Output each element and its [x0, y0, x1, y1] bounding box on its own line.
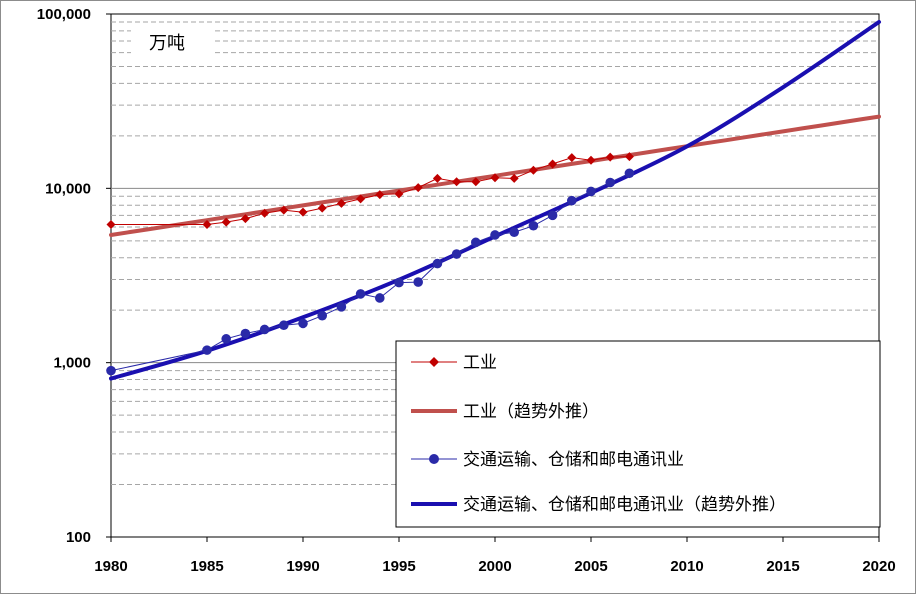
data-point-diamond — [413, 183, 423, 193]
legend-label-transport: 交通运输、仓储和邮电通讯业 — [463, 450, 684, 470]
data-point-circle — [221, 334, 231, 344]
data-point-diamond — [106, 220, 116, 230]
data-point-circle — [202, 345, 212, 355]
x-tick-label: 2020 — [862, 558, 895, 575]
legend-box — [395, 340, 881, 528]
data-point-circle — [490, 230, 500, 240]
data-point-diamond — [605, 152, 615, 162]
legend-diamond-icon — [429, 357, 439, 367]
data-point-circle — [279, 320, 289, 331]
x-axis-ticks: 1980 1985 1990 1995 2000 2005 2010 2015 2020 — [94, 537, 896, 575]
legend: 工业 工业（趋势外推） 交通运输、仓储和邮电通讯业 交通运输、仓储和邮电通讯业（… — [395, 340, 881, 528]
x-tick-label: 1990 — [286, 558, 319, 575]
unit-label-bg — [131, 23, 215, 59]
data-point-circle — [298, 318, 308, 329]
data-point-diamond — [279, 205, 289, 215]
data-point-circle — [567, 195, 577, 206]
x-tick-label: 2005 — [574, 558, 607, 575]
y-axis-ticks: 100 1,000 10,000 100,000 — [37, 6, 111, 546]
data-point-circle — [336, 302, 347, 312]
data-point-circle — [240, 328, 251, 339]
data-point-circle — [624, 168, 635, 179]
data-point-diamond — [509, 173, 519, 183]
x-tick-label: 1985 — [190, 558, 223, 575]
legend-label-transport-trend: 交通运输、仓储和邮电通讯业（趋势外推） — [463, 495, 786, 515]
data-series — [106, 152, 635, 376]
x-tick-label: 2010 — [670, 558, 703, 575]
data-point-diamond — [317, 203, 327, 213]
data-point-circle — [547, 210, 558, 221]
data-point-diamond — [586, 155, 596, 165]
x-tick-label: 2015 — [766, 558, 799, 575]
data-point-circle — [394, 277, 404, 288]
data-point-diamond — [432, 173, 442, 183]
data-point-circle — [586, 186, 596, 197]
data-point-circle — [509, 227, 519, 238]
data-point-circle — [471, 237, 481, 248]
data-point-diamond — [490, 173, 500, 183]
data-point-diamond — [528, 165, 538, 175]
data-point-diamond — [375, 190, 385, 200]
y-tick-label: 100,000 — [37, 6, 91, 23]
y-tick-label: 100 — [66, 529, 91, 546]
data-point-diamond — [548, 159, 558, 169]
y-tick-label: 10,000 — [45, 180, 91, 197]
data-point-circle — [355, 289, 366, 299]
legend-circle-icon — [429, 454, 439, 464]
data-point-circle — [375, 293, 385, 303]
data-point-diamond — [394, 189, 404, 199]
x-tick-label: 2000 — [478, 558, 511, 575]
data-point-diamond — [624, 152, 634, 162]
legend-label-industry-trend: 工业（趋势外推） — [463, 402, 599, 422]
data-point-circle — [413, 277, 424, 287]
data-point-diamond — [452, 177, 462, 187]
legend-label-industry: 工业 — [463, 353, 497, 373]
data-point-diamond — [240, 214, 250, 224]
x-tick-label: 1995 — [382, 558, 415, 575]
x-tick-label: 1980 — [94, 558, 127, 575]
data-point-circle — [317, 310, 328, 321]
data-point-diamond — [356, 194, 366, 204]
data-point-circle — [106, 365, 116, 376]
data-point-diamond — [221, 217, 231, 227]
data-point-diamond — [336, 198, 346, 208]
data-point-circle — [432, 258, 443, 269]
data-point-diamond — [471, 177, 481, 187]
data-point-diamond — [298, 207, 308, 217]
data-point-circle — [605, 177, 615, 188]
y-tick-label: 1,000 — [53, 355, 91, 372]
data-point-diamond — [202, 220, 212, 230]
data-point-diamond — [260, 208, 270, 218]
unit-label: 万吨 — [149, 33, 185, 54]
data-point-diamond — [567, 153, 577, 163]
unit-label-box: 万吨 — [131, 23, 215, 59]
data-point-circle — [451, 249, 462, 259]
data-point-circle — [259, 324, 270, 335]
data-point-circle — [528, 220, 539, 231]
